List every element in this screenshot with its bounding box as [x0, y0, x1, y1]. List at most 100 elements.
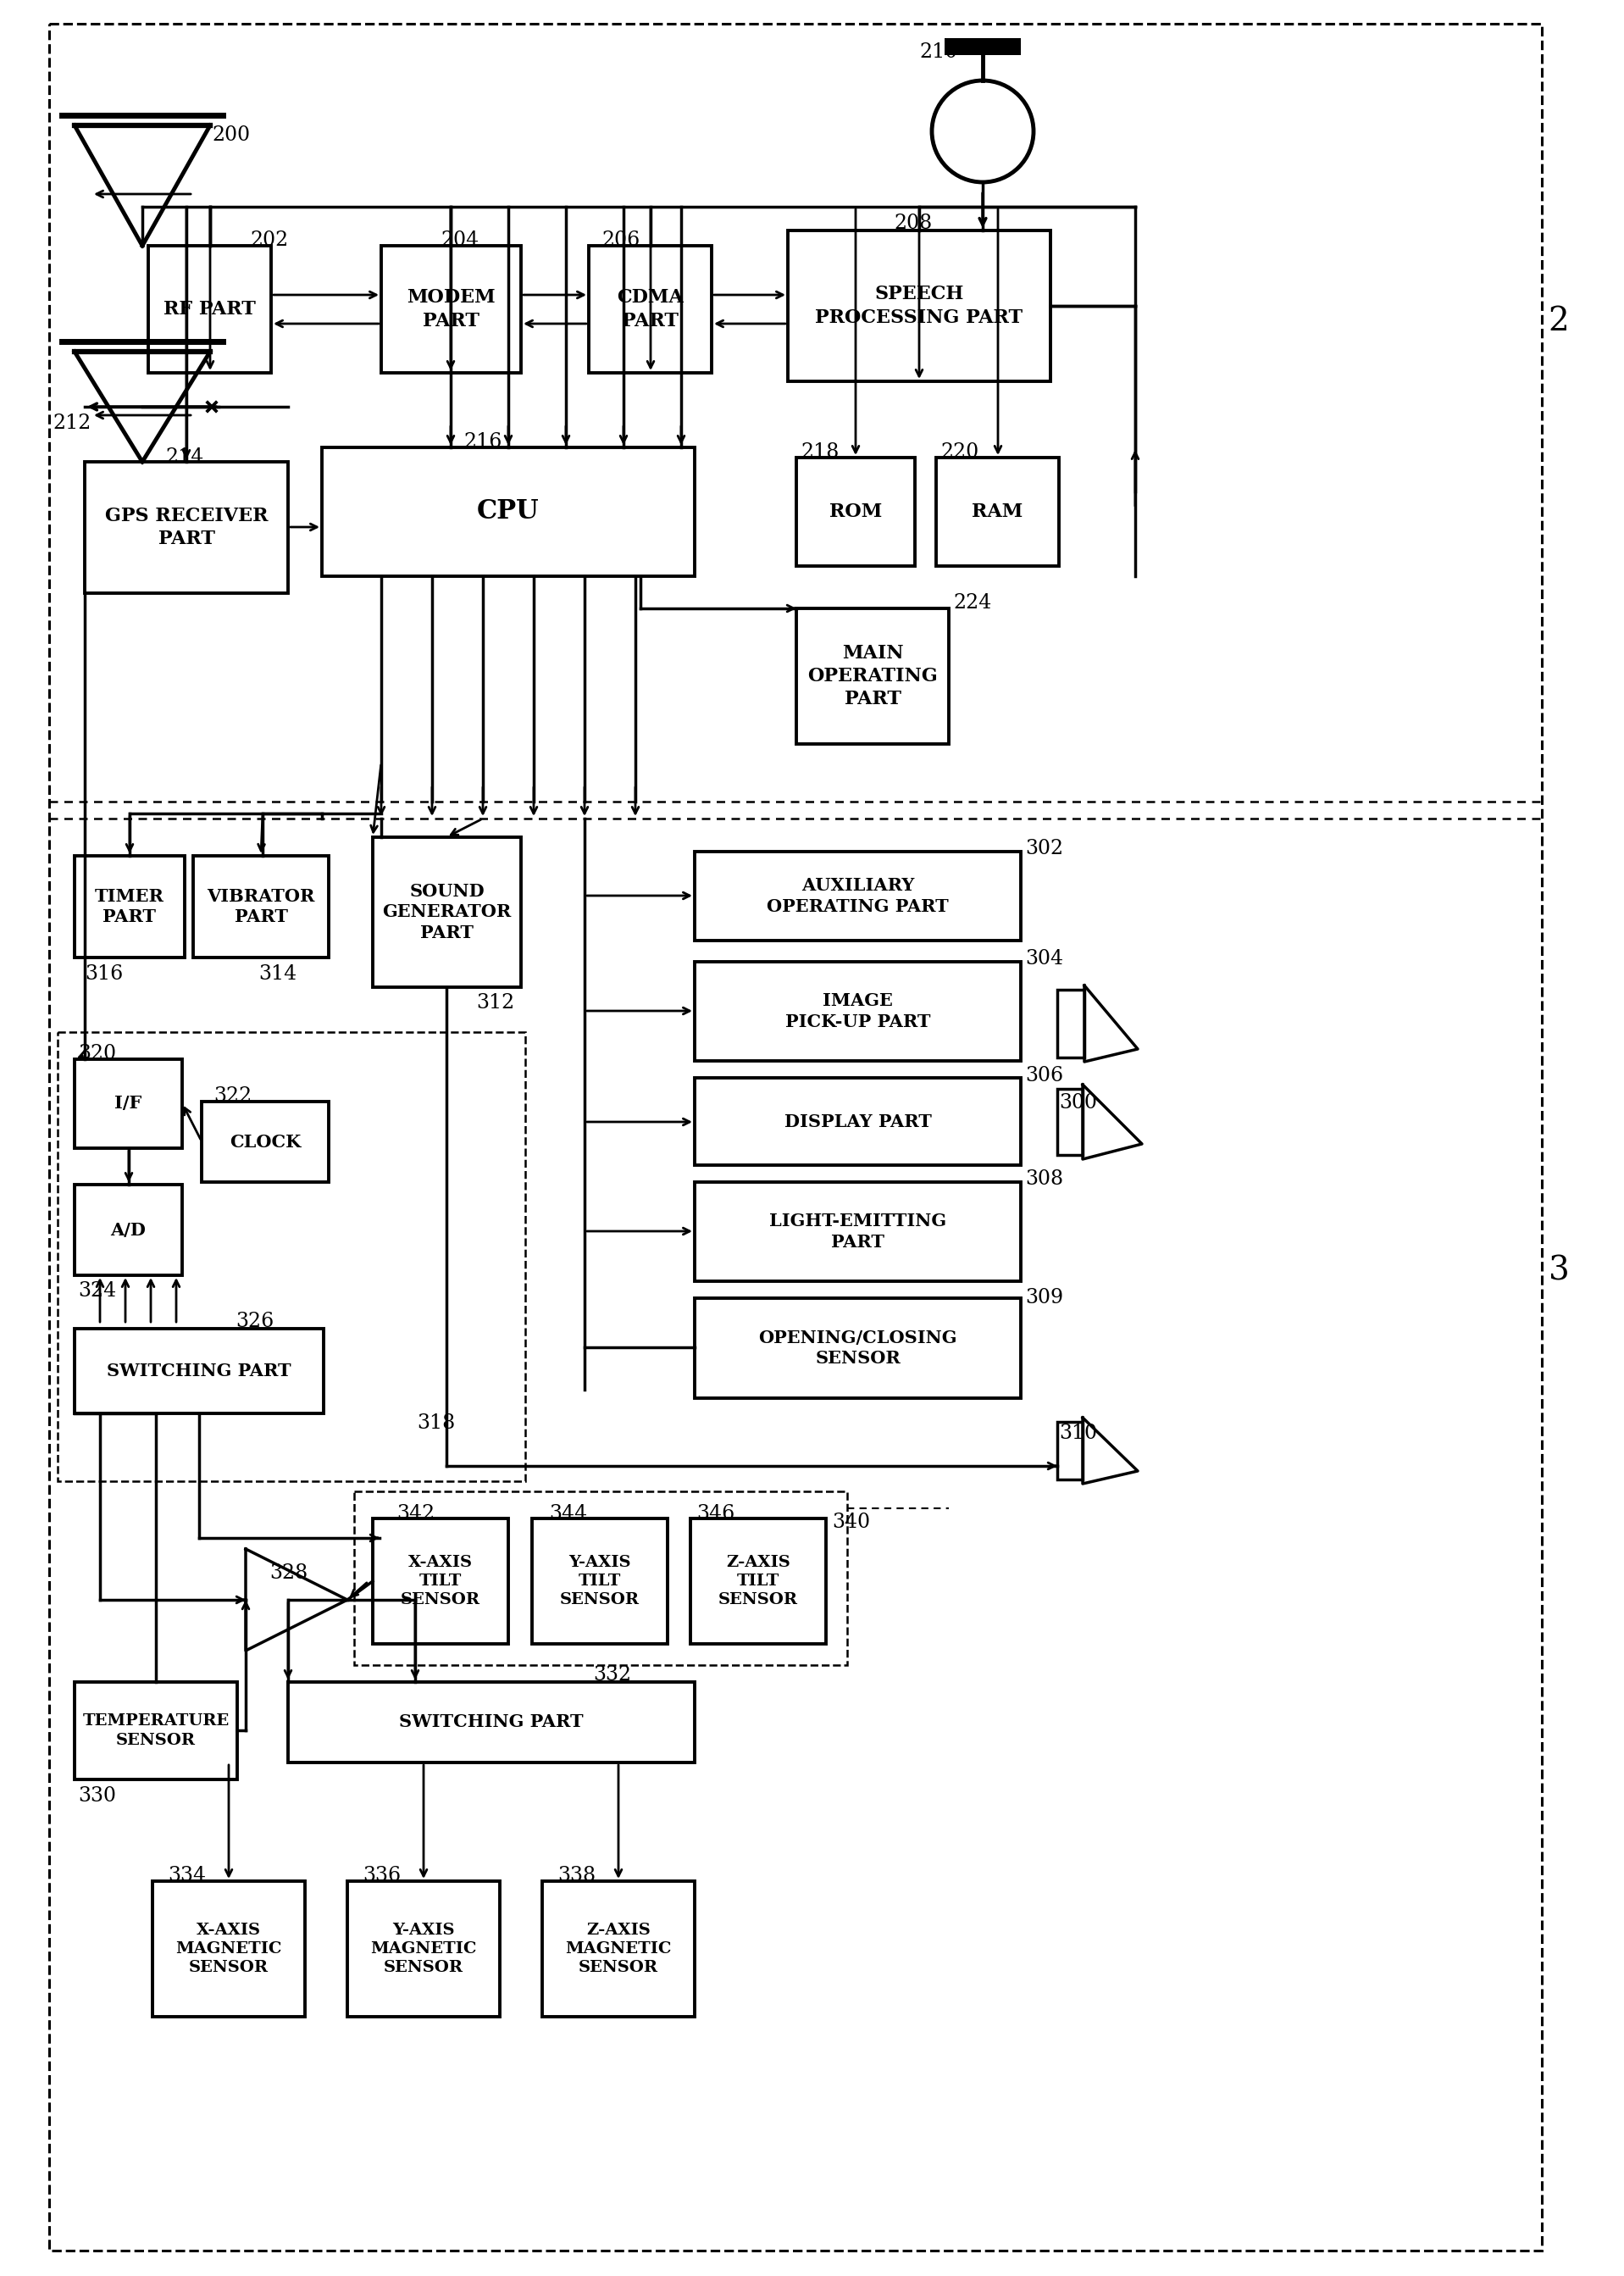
Bar: [153, 1882, 305, 2017]
Text: X-AXIS
TILT
SENSOR: X-AXIS TILT SENSOR: [401, 1555, 481, 1607]
Text: 212: 212: [52, 414, 91, 432]
Text: 302: 302: [1025, 840, 1064, 858]
Text: Y-AXIS
MAGNETIC
SENSOR: Y-AXIS MAGNETIC SENSOR: [370, 1923, 477, 1976]
Text: 314: 314: [258, 965, 297, 983]
Bar: [788, 230, 1051, 382]
Bar: [590, 246, 711, 373]
Text: 202: 202: [250, 230, 287, 250]
Text: SPEECH
PROCESSING PART: SPEECH PROCESSING PART: [815, 284, 1023, 328]
Text: 218: 218: [801, 442, 840, 462]
Bar: [201, 1102, 328, 1181]
Text: 316: 316: [84, 965, 123, 983]
Text: VIBRATOR
PART: VIBRATOR PART: [206, 888, 315, 926]
Text: Z-AXIS
MAGNETIC
SENSOR: Z-AXIS MAGNETIC SENSOR: [565, 1923, 672, 1976]
Text: X-AXIS
MAGNETIC
SENSOR: X-AXIS MAGNETIC SENSOR: [175, 1923, 283, 1976]
Text: IMAGE
PICK-UP PART: IMAGE PICK-UP PART: [784, 992, 931, 1031]
Bar: [75, 1682, 237, 1780]
Text: 336: 336: [362, 1866, 401, 1885]
Text: 330: 330: [78, 1787, 115, 1805]
Text: DISPLAY PART: DISPLAY PART: [784, 1113, 932, 1129]
Bar: [695, 1297, 1021, 1397]
Text: 346: 346: [697, 1504, 734, 1523]
Text: 220: 220: [940, 442, 979, 462]
Text: 326: 326: [235, 1311, 274, 1331]
Text: SWITCHING PART: SWITCHING PART: [107, 1363, 291, 1379]
Text: 306: 306: [1025, 1065, 1064, 1086]
Text: 200: 200: [211, 125, 250, 146]
Text: I/F: I/F: [115, 1095, 141, 1113]
Text: OPENING/CLOSING
SENSOR: OPENING/CLOSING SENSOR: [758, 1329, 957, 1368]
Text: 322: 322: [213, 1086, 252, 1106]
Bar: [695, 963, 1021, 1061]
Text: MAIN
OPERATING
PART: MAIN OPERATING PART: [807, 644, 937, 708]
Text: CDMA
PART: CDMA PART: [617, 289, 684, 330]
Bar: [542, 1882, 695, 2017]
Bar: [533, 1518, 667, 1643]
Bar: [148, 246, 271, 373]
Bar: [690, 1518, 827, 1643]
Text: CLOCK: CLOCK: [229, 1133, 300, 1149]
Text: 304: 304: [1025, 949, 1064, 970]
Text: 208: 208: [893, 214, 932, 232]
Bar: [354, 1491, 848, 1666]
Bar: [935, 457, 1059, 567]
Text: LIGHT-EMITTING
PART: LIGHT-EMITTING PART: [770, 1213, 947, 1250]
Text: SWITCHING PART: SWITCHING PART: [400, 1714, 583, 1730]
Text: CPU: CPU: [477, 498, 539, 526]
Bar: [796, 608, 948, 744]
Text: 342: 342: [396, 1504, 435, 1523]
Text: 312: 312: [476, 992, 515, 1013]
Text: SOUND
GENERATOR
PART: SOUND GENERATOR PART: [382, 883, 512, 942]
Bar: [322, 448, 695, 576]
Bar: [382, 246, 521, 373]
Bar: [1057, 990, 1085, 1058]
Text: 332: 332: [593, 1666, 632, 1684]
Text: 206: 206: [601, 230, 640, 250]
Bar: [796, 457, 914, 567]
Text: A/D: A/D: [110, 1222, 146, 1238]
Text: MODEM
PART: MODEM PART: [406, 289, 495, 330]
Bar: [374, 838, 521, 988]
Text: 318: 318: [417, 1413, 455, 1434]
Bar: [75, 1329, 323, 1413]
Bar: [695, 851, 1021, 940]
Bar: [1057, 1088, 1083, 1154]
Text: 224: 224: [953, 594, 992, 612]
Bar: [374, 1518, 508, 1643]
Text: 320: 320: [78, 1045, 117, 1063]
Bar: [348, 1882, 500, 2017]
Text: 204: 204: [440, 230, 479, 250]
Bar: [75, 1058, 182, 1147]
Bar: [695, 1181, 1021, 1281]
Text: AUXILIARY
OPERATING PART: AUXILIARY OPERATING PART: [767, 876, 948, 915]
Text: GPS RECEIVER
PART: GPS RECEIVER PART: [106, 508, 268, 549]
Text: 324: 324: [78, 1281, 117, 1300]
Text: 309: 309: [1025, 1288, 1064, 1306]
Text: 216: 216: [463, 432, 502, 451]
Bar: [1057, 1422, 1083, 1479]
Bar: [945, 39, 1021, 55]
Bar: [695, 1079, 1021, 1165]
Bar: [57, 1031, 525, 1482]
Text: 338: 338: [557, 1866, 596, 1885]
Text: 214: 214: [166, 448, 203, 467]
Text: 3: 3: [1548, 1256, 1569, 1286]
Bar: [75, 856, 185, 958]
Text: 2: 2: [1548, 307, 1569, 337]
Text: 328: 328: [270, 1564, 307, 1582]
Text: TEMPERATURE
SENSOR: TEMPERATURE SENSOR: [83, 1714, 229, 1748]
Text: RAM: RAM: [973, 503, 1023, 521]
Bar: [84, 462, 287, 594]
Text: Z-AXIS
TILT
SENSOR: Z-AXIS TILT SENSOR: [718, 1555, 797, 1607]
Text: 308: 308: [1025, 1170, 1064, 1188]
Text: TIMER
PART: TIMER PART: [94, 888, 164, 926]
Text: 334: 334: [167, 1866, 206, 1885]
Text: 340: 340: [831, 1514, 870, 1532]
Text: 300: 300: [1059, 1092, 1098, 1113]
Bar: [75, 1184, 182, 1275]
Text: 344: 344: [549, 1504, 588, 1523]
Text: Y-AXIS
TILT
SENSOR: Y-AXIS TILT SENSOR: [560, 1555, 640, 1607]
Text: 210: 210: [919, 43, 958, 61]
Text: 310: 310: [1059, 1422, 1098, 1443]
Text: ROM: ROM: [830, 503, 882, 521]
